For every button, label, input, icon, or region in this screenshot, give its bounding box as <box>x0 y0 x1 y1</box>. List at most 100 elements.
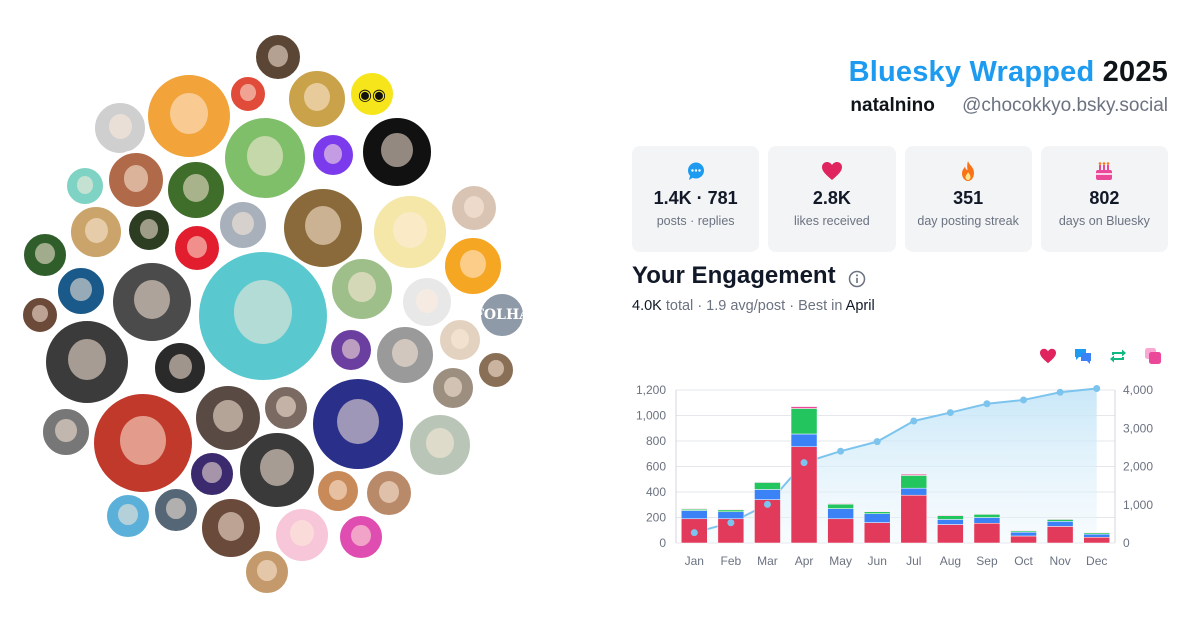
heart-icon <box>821 160 843 182</box>
avatar[interactable] <box>110 260 194 344</box>
avatar[interactable] <box>442 235 504 297</box>
avatar-face <box>55 419 77 443</box>
avatar[interactable] <box>371 193 449 271</box>
avatar[interactable]: FOLHA <box>478 291 526 339</box>
user-handle: @chocokkyo.bsky.social <box>962 95 1168 116</box>
avatar[interactable] <box>310 132 356 178</box>
avatar[interactable] <box>407 412 473 478</box>
avatar[interactable] <box>40 406 92 458</box>
avatar-face <box>276 396 296 418</box>
avatar[interactable] <box>92 100 148 156</box>
bar-segment <box>900 475 928 489</box>
x-tick-label: Aug <box>940 554 961 568</box>
avatar-face <box>118 504 138 526</box>
avatar[interactable]: ◉◉ <box>348 70 396 118</box>
avatar[interactable] <box>68 204 124 260</box>
bar-segment <box>937 519 964 525</box>
avatar[interactable] <box>196 249 330 383</box>
wrapped-header: Bluesky Wrapped 2025 natalnino @chocokky… <box>849 56 1168 117</box>
avatar[interactable] <box>145 72 233 160</box>
cumulative-point <box>873 438 881 446</box>
avatar-label: ◉◉ <box>358 84 386 104</box>
avatar[interactable] <box>193 383 263 453</box>
cumulative-point <box>1056 388 1064 396</box>
user-line: natalnino @chocokkyo.bsky.social <box>849 95 1168 117</box>
speech-bubble-icon <box>685 160 707 182</box>
avatar[interactable] <box>360 115 434 189</box>
bar-segment <box>1046 526 1074 544</box>
avatar-face <box>166 498 186 520</box>
y2-tick-label: 1,000 <box>1123 498 1153 512</box>
avatar-face <box>246 135 284 176</box>
stat-card-days: 802 days on Bluesky <box>1040 146 1168 252</box>
avatar[interactable] <box>152 340 208 396</box>
bar-segment <box>937 524 964 544</box>
avatar-cluster: ◉◉ FOLHA <box>0 0 560 630</box>
bar-segment <box>827 503 854 505</box>
avatar[interactable] <box>281 186 365 270</box>
avatar[interactable] <box>253 32 303 82</box>
avatar[interactable] <box>315 468 361 514</box>
avatar[interactable] <box>374 324 436 386</box>
avatar[interactable] <box>188 450 236 498</box>
avatar[interactable] <box>237 430 317 510</box>
avatar[interactable] <box>172 223 222 273</box>
avatar[interactable] <box>104 492 152 540</box>
avatar[interactable] <box>222 115 308 201</box>
avatar[interactable] <box>310 376 406 472</box>
avatar[interactable] <box>262 384 310 432</box>
avatar[interactable] <box>437 317 483 363</box>
avatar-face <box>392 339 418 368</box>
avatar-face <box>240 84 256 102</box>
avatar[interactable] <box>430 365 476 411</box>
avatar[interactable] <box>126 207 172 253</box>
avatar[interactable] <box>165 159 227 221</box>
avatar[interactable] <box>21 231 69 279</box>
info-icon[interactable] <box>848 267 866 288</box>
avatar[interactable] <box>91 391 195 495</box>
avatar-face <box>123 164 149 192</box>
avatar[interactable] <box>199 496 263 560</box>
avatar[interactable] <box>286 68 348 130</box>
heart-icon[interactable] <box>1038 346 1058 366</box>
engagement-best-month: April <box>845 298 875 314</box>
stat-card-likes: 2.8K likes received <box>768 146 896 252</box>
bar-segment <box>973 522 1001 544</box>
avatar[interactable] <box>228 74 268 114</box>
avatar[interactable] <box>449 183 499 233</box>
avatar[interactable] <box>217 199 269 251</box>
avatar[interactable] <box>328 327 374 373</box>
bar-segment <box>827 508 854 520</box>
avatar[interactable] <box>152 486 200 534</box>
avatar[interactable] <box>476 350 516 390</box>
avatar[interactable] <box>400 275 454 329</box>
stat-value: 802 <box>1089 188 1120 208</box>
avatar-face <box>70 278 92 302</box>
y-tick-label: 0 <box>659 536 666 550</box>
avatar[interactable] <box>64 165 106 207</box>
reply-icon[interactable] <box>1073 346 1093 366</box>
bar-segment <box>863 510 891 513</box>
avatar[interactable] <box>364 468 414 518</box>
avatar[interactable] <box>329 256 395 322</box>
bar-segment <box>754 489 781 500</box>
avatar[interactable] <box>243 548 291 596</box>
avatar-face <box>186 235 208 258</box>
repost-icon[interactable] <box>1108 346 1128 366</box>
avatar[interactable] <box>55 265 107 317</box>
avatar[interactable] <box>337 513 385 561</box>
avatar-face <box>217 511 245 541</box>
avatar-face <box>108 114 132 139</box>
bar-segment <box>827 503 854 509</box>
bar-segment <box>827 518 854 544</box>
avatar[interactable] <box>20 295 60 335</box>
engagement-chart: 0 200 400 600 800 1,000 1,200 0 1,000 2,000 3,000 4… <box>636 383 1153 568</box>
quote-icon[interactable] <box>1143 346 1163 366</box>
avatar[interactable] <box>43 318 131 406</box>
x-tick-label: Nov <box>1049 554 1070 568</box>
y2-tick-label: 4,000 <box>1123 383 1153 397</box>
cumulative-point <box>763 500 771 508</box>
title-year: 2025 <box>1102 56 1168 88</box>
avatar-face <box>232 212 254 236</box>
avatar[interactable] <box>106 150 166 210</box>
